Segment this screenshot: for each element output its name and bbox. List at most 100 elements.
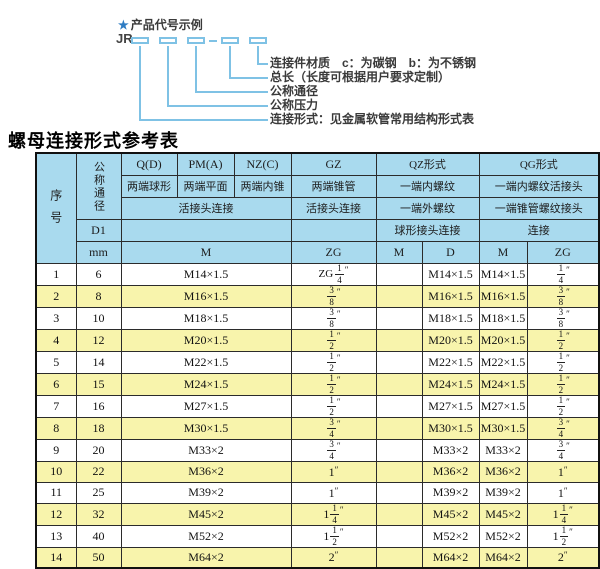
- cell-qg-zg: 3 8 ″: [526, 306, 600, 330]
- cell-qz-m: [375, 460, 423, 483]
- cell-seq-no: 7: [35, 394, 77, 418]
- cell-qz-m: [375, 438, 423, 462]
- cell-qg-zg: 1 1 4 ″: [526, 502, 600, 526]
- cell-gz: 1 1 4 ″: [290, 502, 377, 526]
- cell-m-thread: M14×1.5: [120, 262, 292, 286]
- label-nominal-pressure: 公称压力: [270, 98, 319, 112]
- header-desc-qg: 一端内螺纹活接头: [478, 174, 600, 198]
- cell-nominal-diameter: 40: [75, 524, 122, 548]
- cell-nominal-diameter: 20: [75, 438, 122, 462]
- cell-m-thread: M33×2: [120, 438, 292, 462]
- cell-qz-d: M39×2: [421, 481, 480, 504]
- header-nominal-diameter: 公称通径: [75, 152, 122, 220]
- cell-qg-zg: 2″: [526, 546, 600, 569]
- header-unit-qz-m: M: [375, 240, 423, 264]
- cell-qz-d: M36×2: [421, 460, 480, 483]
- header-blank-m: [120, 218, 292, 242]
- cell-m-thread: M30×1.5: [120, 416, 292, 440]
- cell-qz-m: [375, 372, 423, 396]
- cell-seq-no: 6: [35, 372, 77, 396]
- cell-qg-m: M16×1.5: [478, 284, 528, 308]
- cell-qz-m: [375, 481, 423, 504]
- cell-qg-zg: 3 4 ″: [526, 438, 600, 462]
- cell-qg-m: M45×2: [478, 502, 528, 526]
- table-row: 14 50 M64×2 2″ M64×2 M64×2 2″: [35, 546, 600, 569]
- cell-gz: 1 2 ″: [290, 350, 377, 374]
- cell-qz-m: [375, 524, 423, 548]
- connector-line: [167, 46, 169, 105]
- cell-qg-m: M36×2: [478, 460, 528, 483]
- header-external-thread: 一端外螺纹: [375, 196, 480, 220]
- cell-qg-m: M22×1.5: [478, 350, 528, 374]
- cell-qg-zg: 1″: [526, 460, 600, 483]
- cell-seq-no: 12: [35, 502, 77, 526]
- cell-qz-m: [375, 502, 423, 526]
- header-desc-nzc: 两端内锥: [233, 174, 292, 198]
- cell-nominal-diameter: 8: [75, 284, 122, 308]
- connector-line: [139, 46, 141, 119]
- cell-qg-zg: 3 4 ″: [526, 416, 600, 440]
- connector-line: [257, 46, 259, 63]
- cell-qg-m: M27×1.5: [478, 394, 528, 418]
- header-mm: mm: [75, 240, 122, 264]
- table-row: 6 15 M24×1.5 1 2 ″ M24×1.5 M24×1.5 1 2 ″: [35, 372, 600, 396]
- label-nominal-diameter: 公称通径: [270, 84, 319, 98]
- cell-qg-zg: 3 8 ″: [526, 284, 600, 308]
- label-material: 连接件材质 c：为碳钢 b：为不锈钢: [270, 56, 477, 70]
- connector-line: [195, 46, 197, 91]
- star-icon: ★: [118, 18, 129, 32]
- header-union-connection-gz: 活接头连接: [290, 196, 377, 220]
- cell-m-thread: M22×1.5: [120, 350, 292, 374]
- cell-nominal-diameter: 6: [75, 262, 122, 286]
- header-unit-qg-zg: ZG: [526, 240, 600, 264]
- cell-qz-d: M22×1.5: [421, 350, 480, 374]
- nut-connection-reference-table: 序号 公称通径 Q(D) PM(A) NZ(C) GZ QZ形式 QG形式 两端…: [35, 152, 600, 569]
- cell-gz: ZG 1 4 ″: [290, 262, 377, 286]
- cell-gz: 1 2 ″: [290, 328, 377, 352]
- cell-nominal-diameter: 16: [75, 394, 122, 418]
- cell-gz: 3 8 ″: [290, 306, 377, 330]
- cell-m-thread: M45×2: [120, 502, 292, 526]
- cell-qz-m: [375, 284, 423, 308]
- header-type-pma: PM(A): [176, 152, 235, 176]
- cell-m-thread: M18×1.5: [120, 306, 292, 330]
- cell-qg-zg: 1 2 ″: [526, 394, 600, 418]
- product-code-diagram: ★ 产品代号示例 JR 连接件材质 c：为碳钢 b：为不锈钢 总长（长度可根据用户…: [0, 0, 600, 128]
- cell-nominal-diameter: 18: [75, 416, 122, 440]
- cell-m-thread: M52×2: [120, 524, 292, 548]
- cell-gz: 1 1 2 ″: [290, 524, 377, 548]
- code-box-1: [131, 37, 149, 44]
- table-row: 11 25 M39×2 1″ M39×2 M39×2 1″: [35, 481, 600, 504]
- cell-qg-m: M33×2: [478, 438, 528, 462]
- label-connection-form: 连接形式：见金属软管常用结构形式表: [270, 112, 475, 126]
- cell-nominal-diameter: 10: [75, 306, 122, 330]
- cell-seq-no: 9: [35, 438, 77, 462]
- cell-qz-d: M45×2: [421, 502, 480, 526]
- header-type-gz: GZ: [290, 152, 377, 176]
- header-d1: D1: [75, 218, 122, 242]
- cell-m-thread: M16×1.5: [120, 284, 292, 308]
- cell-m-thread: M36×2: [120, 460, 292, 483]
- cell-seq-no: 5: [35, 350, 77, 374]
- header-type-qd: Q(D): [120, 152, 178, 176]
- cell-qz-d: M24×1.5: [421, 372, 480, 396]
- cell-seq-no: 8: [35, 416, 77, 440]
- cell-qz-d: M30×1.5: [421, 416, 480, 440]
- cell-gz: 3 8 ″: [290, 284, 377, 308]
- cell-gz: 1″: [290, 481, 377, 504]
- cell-qz-d: M14×1.5: [421, 262, 480, 286]
- cell-gz: 1 2 ″: [290, 394, 377, 418]
- header-unit-zg: ZG: [290, 240, 377, 264]
- cell-qz-m: [375, 328, 423, 352]
- cell-qz-m: [375, 262, 423, 286]
- table-row: 13 40 M52×2 1 1 2 ″ M52×2 M52×2 1 1 2 ″: [35, 524, 600, 548]
- table-row: 7 16 M27×1.5 1 2 ″ M27×1.5 M27×1.5 1 2 ″: [35, 394, 600, 418]
- cell-qz-d: M18×1.5: [421, 306, 480, 330]
- cell-qz-m: [375, 546, 423, 569]
- cell-gz: 2″: [290, 546, 377, 569]
- header-desc-qd: 两端球形: [120, 174, 178, 198]
- cell-nominal-diameter: 50: [75, 546, 122, 569]
- cell-qg-m: M14×1.5: [478, 262, 528, 286]
- cell-qg-m: M30×1.5: [478, 416, 528, 440]
- cell-qz-d: M16×1.5: [421, 284, 480, 308]
